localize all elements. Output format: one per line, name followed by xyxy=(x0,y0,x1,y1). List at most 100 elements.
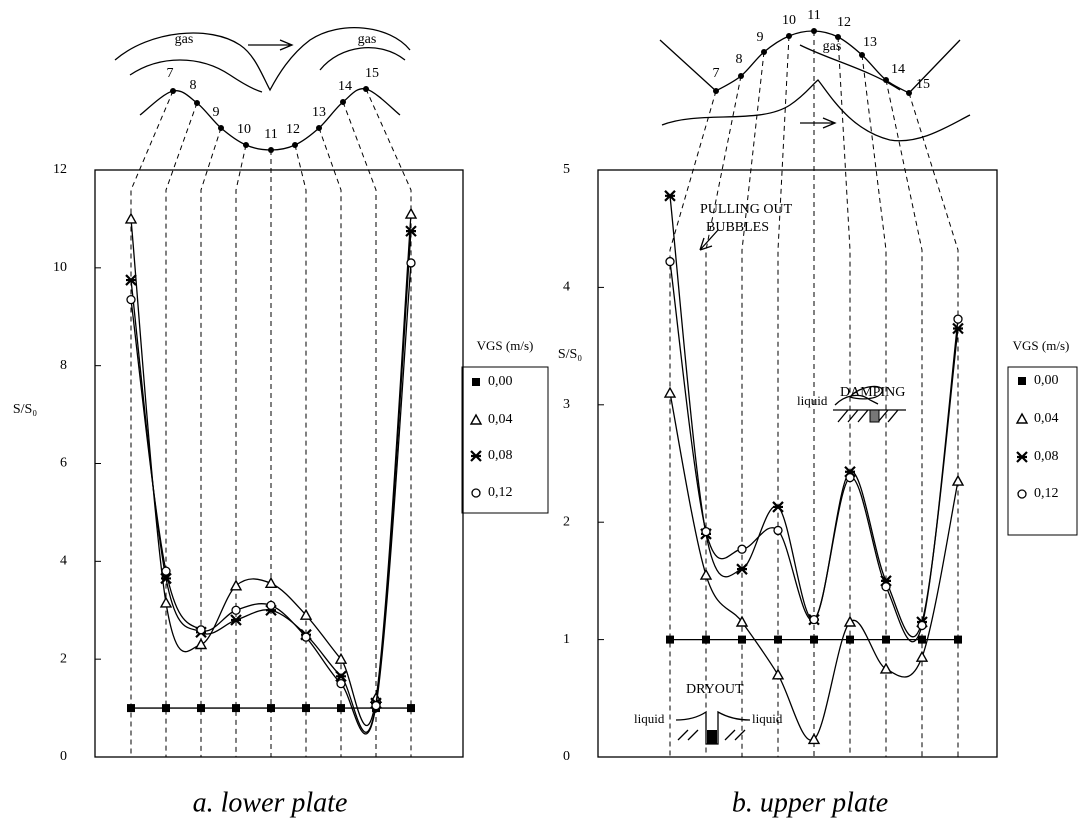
marker xyxy=(334,652,348,664)
guide-line xyxy=(777,35,790,757)
dryout-block xyxy=(707,730,717,744)
marker xyxy=(1017,489,1027,499)
guide-line xyxy=(837,36,851,757)
marker xyxy=(336,678,346,689)
y-tick-label: 2 xyxy=(60,651,67,666)
surface-point xyxy=(738,73,744,79)
guide-line xyxy=(165,102,198,757)
marker xyxy=(699,568,713,580)
damping-block xyxy=(869,409,880,423)
position-label: 9 xyxy=(213,105,220,120)
chart: 0 2 4 6 8 10 12 S/S₀ a. lower plate 7 8 9 10 11 12 13 14… xyxy=(13,32,549,818)
surface-point xyxy=(713,88,719,94)
marker xyxy=(918,635,926,644)
y-tick-label: 5 xyxy=(563,162,570,177)
marker xyxy=(230,614,242,626)
legend-label: 0,12 xyxy=(1034,486,1059,501)
marker xyxy=(917,620,927,631)
legend-box xyxy=(1007,366,1078,536)
marker xyxy=(472,378,480,386)
marker xyxy=(702,635,710,644)
marker xyxy=(1016,451,1028,463)
marker xyxy=(951,474,965,486)
y-tick-label: 2 xyxy=(563,514,570,529)
arrow xyxy=(800,117,837,129)
annotation: BUBBLES xyxy=(706,220,769,235)
marker xyxy=(267,704,275,713)
marker xyxy=(772,501,784,513)
position-label: 10 xyxy=(237,122,251,137)
marker xyxy=(161,566,171,576)
marker xyxy=(125,274,137,286)
legend-label: 0,00 xyxy=(488,374,513,389)
surface-point xyxy=(363,86,369,92)
surface-point xyxy=(835,34,841,40)
annotation: DRYOUT xyxy=(686,682,744,697)
annotation: liquid xyxy=(797,393,828,408)
marker xyxy=(264,576,278,589)
marker xyxy=(666,635,674,644)
surface-point xyxy=(906,90,912,96)
guide-line xyxy=(705,75,742,757)
surface-point xyxy=(316,125,322,131)
marker xyxy=(371,700,381,711)
marker xyxy=(162,704,170,713)
annotation: liquid xyxy=(634,711,665,726)
marker xyxy=(663,386,677,398)
annotation: gas xyxy=(358,32,377,47)
marker xyxy=(915,650,929,662)
guide-line xyxy=(235,144,247,757)
y-tick-label: 4 xyxy=(60,554,67,569)
position-label: 11 xyxy=(807,8,820,23)
legend-label: 0,04 xyxy=(1034,411,1059,426)
marker xyxy=(231,605,241,615)
position-label: 13 xyxy=(312,105,326,120)
marker xyxy=(810,635,818,644)
marker xyxy=(407,704,415,713)
guide-line xyxy=(294,144,307,757)
marker xyxy=(160,572,172,585)
marker xyxy=(197,704,205,713)
marker xyxy=(879,662,893,674)
position-label: 7 xyxy=(167,66,174,81)
marker xyxy=(882,635,890,644)
marker xyxy=(406,258,416,268)
marker xyxy=(124,212,138,224)
legend-label: 0,12 xyxy=(488,485,513,500)
marker xyxy=(735,615,749,627)
marker xyxy=(737,544,747,554)
marker xyxy=(232,704,240,713)
caption: b. upper plate xyxy=(732,787,888,818)
annotation: liquid xyxy=(752,711,783,726)
annotation: PULLING OUT xyxy=(700,202,793,217)
surface-point xyxy=(268,147,274,153)
annotation: gas xyxy=(175,32,194,47)
surface-point xyxy=(859,52,865,58)
annotation: gas xyxy=(823,39,842,54)
marker xyxy=(299,608,313,620)
marker xyxy=(954,635,962,644)
legend-label: 0,08 xyxy=(488,448,513,463)
marker xyxy=(701,526,711,537)
legend-title: VGS (m/s) xyxy=(477,338,534,353)
surface-point xyxy=(218,125,224,131)
marker xyxy=(665,256,675,267)
gas-wave xyxy=(659,39,971,142)
guide-line xyxy=(741,51,765,757)
y-tick-label: 6 xyxy=(60,456,67,471)
marker xyxy=(159,596,173,608)
position-label: 13 xyxy=(863,35,877,50)
position-label: 12 xyxy=(286,122,300,137)
marker xyxy=(127,704,135,713)
legend-box xyxy=(461,366,549,514)
position-label: 12 xyxy=(837,15,851,30)
surface-point xyxy=(170,88,176,94)
y-tick-label: 3 xyxy=(563,397,570,412)
marker xyxy=(196,625,206,635)
marker xyxy=(843,615,857,627)
marker xyxy=(471,488,481,498)
marker xyxy=(771,668,785,680)
marker xyxy=(337,704,345,713)
marker xyxy=(774,635,782,644)
